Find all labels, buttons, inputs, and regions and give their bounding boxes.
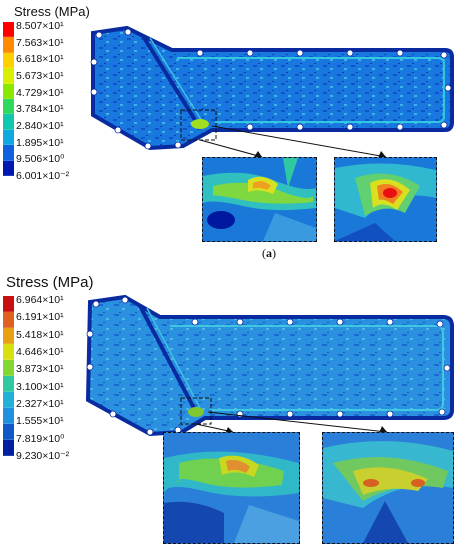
legend-tick-label: 7.819×10⁰ bbox=[16, 432, 65, 445]
legend-swatch bbox=[3, 37, 14, 53]
legend-swatch bbox=[3, 312, 14, 328]
bolt-holes-b bbox=[86, 296, 451, 436]
legend-tick-label: 6.964×10¹ bbox=[16, 294, 64, 306]
legend-tick-label: 2.840×10¹ bbox=[16, 120, 64, 132]
zoom-view-a2 bbox=[334, 157, 437, 242]
zoom-region-marker-b bbox=[180, 397, 212, 425]
legend-swatch bbox=[3, 344, 14, 360]
legend-swatch bbox=[3, 129, 14, 146]
panel-b: Stress (MPa) 6.964×10¹ 6.191×10¹ 5.418×10¹… bbox=[0, 272, 459, 550]
rib-a bbox=[141, 34, 202, 130]
legend-tick-label: 1.895×10¹ bbox=[16, 136, 64, 149]
legend-tick-label: 5.418×10¹ bbox=[16, 328, 64, 341]
legend-title-a: Stress (MPa) bbox=[14, 4, 90, 19]
legend-swatch bbox=[3, 52, 14, 69]
legend-tick-label: 1.555×10¹ bbox=[16, 415, 64, 428]
legend-tick-label: 2.327×10¹ bbox=[16, 398, 64, 410]
legend-swatch bbox=[3, 408, 14, 424]
stress-model-b bbox=[85, 294, 454, 437]
leader-line-b2 bbox=[207, 411, 388, 433]
zoom-view-b1 bbox=[163, 432, 300, 544]
legend-swatch bbox=[3, 145, 14, 161]
legend-tick-label: 3.784×10¹ bbox=[16, 103, 64, 116]
inner-edge-a bbox=[177, 57, 445, 123]
legend-tick-label: 3.100×10¹ bbox=[16, 380, 64, 393]
legend-tick-label: 5.673×10¹ bbox=[16, 70, 64, 82]
legend-swatch bbox=[3, 392, 14, 408]
legend-tick-label: 6.191×10¹ bbox=[16, 311, 64, 324]
legend-tick-label: 3.873×10¹ bbox=[16, 363, 64, 376]
legend-tick-label: 7.563×10¹ bbox=[16, 36, 64, 49]
legend-tick-label: 9.506×10⁰ bbox=[16, 153, 65, 166]
caption-a: (a) bbox=[262, 246, 276, 260]
legend-colorbar-a bbox=[3, 22, 14, 177]
zoom-region-marker-a bbox=[180, 109, 217, 141]
zoom-view-b2 bbox=[322, 432, 454, 544]
legend-swatch bbox=[3, 328, 14, 344]
legend-swatch bbox=[3, 296, 14, 312]
legend-swatch bbox=[3, 424, 14, 440]
panel-a: Stress (MPa) 8.507×10¹ 7.563×10¹ 6.618×10¹… bbox=[0, 0, 459, 262]
legend-swatch bbox=[3, 114, 14, 130]
leader-line-a1 bbox=[199, 139, 263, 158]
hotspot-a bbox=[191, 119, 209, 129]
legend-swatch bbox=[3, 68, 14, 84]
legend-swatch bbox=[3, 160, 14, 177]
legend-tick-label: 6.001×10⁻² bbox=[16, 170, 70, 182]
stress-model-a bbox=[90, 25, 454, 158]
legend-title-b: Stress (MPa) bbox=[6, 274, 94, 291]
legend-swatch bbox=[3, 376, 14, 392]
bolt-holes-a bbox=[90, 28, 452, 150]
legend-tick-label: 4.646×10¹ bbox=[16, 346, 64, 358]
legend-tick-label: 8.507×10¹ bbox=[16, 20, 64, 32]
legend-swatch bbox=[3, 22, 14, 38]
legend-tick-label: 9.230×10⁻² bbox=[16, 450, 70, 462]
zoom-view-a1 bbox=[202, 157, 317, 242]
rib-b bbox=[138, 305, 198, 413]
legend-swatch bbox=[3, 99, 14, 115]
legend-tick-label: 4.729×10¹ bbox=[16, 86, 64, 99]
leader-line-a2 bbox=[211, 125, 387, 158]
legend-colorbar-b bbox=[3, 296, 14, 456]
legend-tick-label: 6.618×10¹ bbox=[16, 53, 64, 66]
legend-swatch bbox=[3, 83, 14, 100]
hotspot-b bbox=[188, 407, 204, 417]
legend-swatch bbox=[3, 360, 14, 376]
legend-swatch bbox=[3, 440, 14, 456]
housing-outline-b bbox=[85, 294, 454, 437]
